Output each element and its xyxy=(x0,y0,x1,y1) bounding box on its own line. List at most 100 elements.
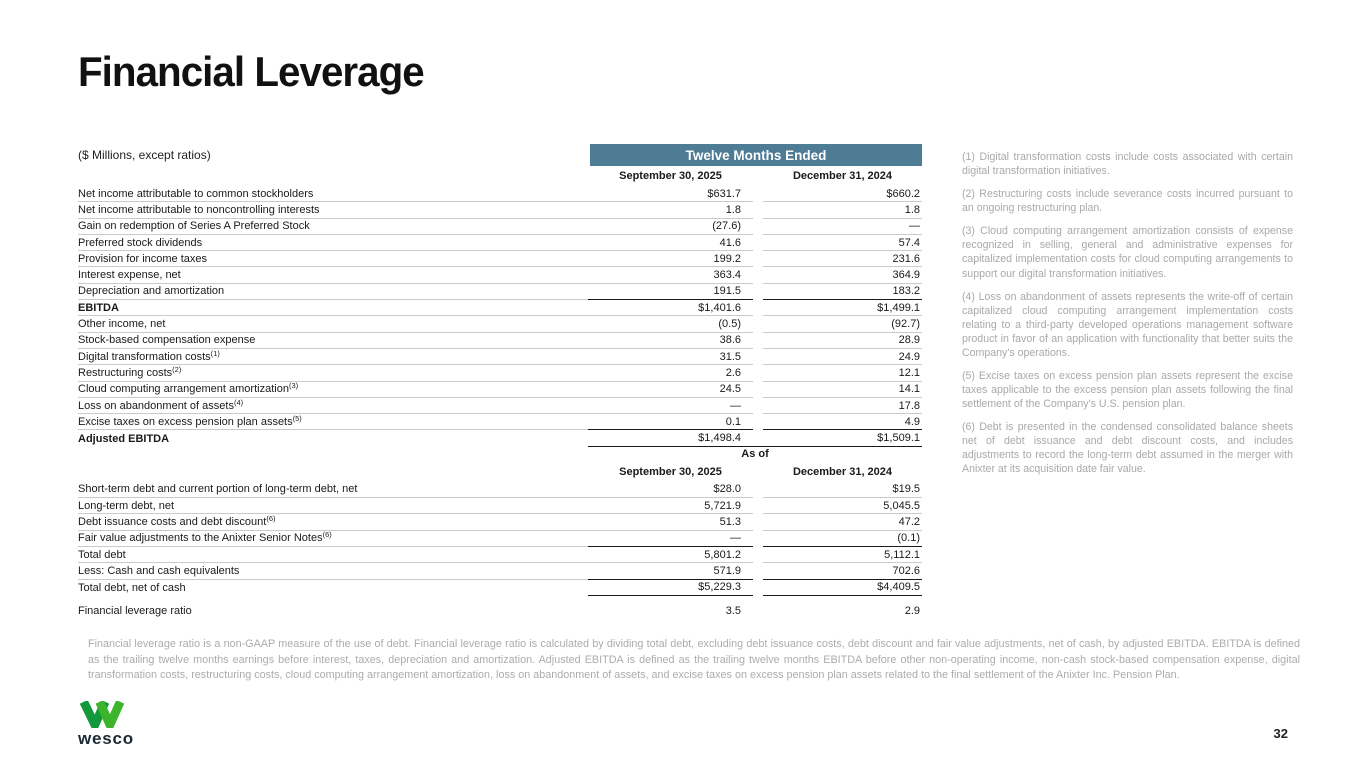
table-row: Fair value adjustments to the Anixter Se… xyxy=(78,531,922,547)
row-value-col1: $28.0 xyxy=(588,482,753,499)
row-value-col2: 702.6 xyxy=(763,563,922,580)
wesco-w-icon xyxy=(79,701,125,728)
row-value-col1: 41.6 xyxy=(588,235,753,252)
ebitda-section: Net income attributable to common stockh… xyxy=(78,186,922,447)
row-value-col1: — xyxy=(588,531,753,547)
row-value-col2: 183.2 xyxy=(763,284,922,301)
table-row: Depreciation and amortization 191.5 183.… xyxy=(78,284,922,301)
row-value-col2: $1,499.1 xyxy=(763,300,922,317)
table-row: Gain on redemption of Series A Preferred… xyxy=(78,219,922,235)
table-row: Preferred stock dividends 41.6 57.4 xyxy=(78,235,922,252)
table-row: Restructuring costs (2) 2.6 12.1 xyxy=(78,365,922,382)
row-value-col2: 5,112.1 xyxy=(763,547,922,564)
row-value-col1: 38.6 xyxy=(588,333,753,349)
table-row: Stock-based compensation expense 38.6 28… xyxy=(78,333,922,349)
twelve-months-ended-banner: Twelve Months Ended xyxy=(590,144,922,166)
table-banner-row: Twelve Months Ended xyxy=(78,144,922,166)
row-value-col2: 17.8 xyxy=(763,398,922,415)
row-value-col2: 1.8 xyxy=(763,202,922,219)
row-value-col2: 231.6 xyxy=(763,251,922,268)
row-value-col2: 364.9 xyxy=(763,267,922,284)
row-value-col1: (27.6) xyxy=(588,219,753,235)
footnote-2: (2) Restructuring costs include severanc… xyxy=(962,188,1293,215)
row-value-col1: 199.2 xyxy=(588,251,753,268)
wesco-wordmark: wesco xyxy=(78,729,134,748)
row-value-col1: $631.7 xyxy=(588,186,753,203)
row-value-col2: (92.7) xyxy=(763,316,922,333)
row-label: Preferred stock dividends xyxy=(78,236,203,249)
row-value-col1: 1.8 xyxy=(588,202,753,219)
row-value-col1: $1,401.6 xyxy=(588,300,753,317)
wesco-logo: wesco xyxy=(78,701,134,749)
footnote-1: (1) Digital transformation costs include… xyxy=(962,151,1293,178)
row-value-col1: 191.5 xyxy=(588,284,753,301)
column-header-row-2: September 30, 2025 December 31, 2024 xyxy=(78,462,922,482)
row-value-col1: 0.1 xyxy=(588,414,753,431)
row-value-col2: 12.1 xyxy=(763,365,922,382)
financial-leverage-table: Twelve Months Ended September 30, 2025 D… xyxy=(78,144,922,619)
financial-leverage-ratio-row: Financial leverage ratio 3.5 2.9 xyxy=(78,603,922,619)
row-value-col2: 24.9 xyxy=(763,349,922,366)
as-of-label: As of xyxy=(741,448,769,461)
row-label: EBITDA xyxy=(78,301,119,314)
row-value-col1: 2.6 xyxy=(588,365,753,382)
non-gaap-disclaimer: Financial leverage ratio is a non-GAAP m… xyxy=(88,638,1300,682)
row-value-col2: $19.5 xyxy=(763,482,922,499)
row-value-col2: $660.2 xyxy=(763,186,922,203)
row-label: Depreciation and amortization xyxy=(78,285,225,298)
table-row: Excise taxes on excess pension plan asse… xyxy=(78,414,922,431)
row-label: Excise taxes on excess pension plan asse… xyxy=(78,415,293,428)
row-label: Total debt xyxy=(78,548,126,561)
table-row: Short-term debt and current portion of l… xyxy=(78,482,922,499)
footnote-5: (5) Excise taxes on excess pension plan … xyxy=(962,370,1293,411)
row-value-col1: 363.4 xyxy=(588,267,753,284)
row-value-col1: — xyxy=(588,398,753,415)
row-label: Financial leverage ratio xyxy=(78,604,192,617)
row-value-col1: $1,498.4 xyxy=(588,430,753,447)
column-header-dec-2024: December 31, 2024 xyxy=(792,465,893,478)
row-value-col2: 4.9 xyxy=(763,414,922,431)
table-row: Interest expense, net 363.4 364.9 xyxy=(78,267,922,284)
row-label: Less: Cash and cash equivalents xyxy=(78,564,240,577)
column-header-sep-2025: September 30, 2025 xyxy=(619,465,722,478)
footnotes-panel: (1) Digital transformation costs include… xyxy=(962,150,1293,486)
table-row: Less: Cash and cash equivalents 571.9 70… xyxy=(78,563,922,580)
row-label: Digital transformation costs xyxy=(78,350,211,363)
table-row: Debt issuance costs and debt discount (6… xyxy=(78,514,922,531)
row-value-col2: (0.1) xyxy=(763,531,922,547)
row-value-col1: $5,229.3 xyxy=(588,580,753,596)
row-value-col2: 28.9 xyxy=(763,333,922,349)
table-row: Cloud computing arrangement amortization… xyxy=(78,382,922,398)
row-value-col1: 5,721.9 xyxy=(588,498,753,515)
table-row: Other income, net (0.5) (92.7) xyxy=(78,316,922,333)
row-value-col1: 24.5 xyxy=(588,382,753,398)
row-value-col2: — xyxy=(763,219,922,235)
row-label: Restructuring costs xyxy=(78,366,173,379)
row-label: Other income, net xyxy=(78,318,166,331)
row-value-col1: 51.3 xyxy=(588,514,753,531)
row-value-col1: 31.5 xyxy=(588,349,753,366)
column-header-row-1: September 30, 2025 December 31, 2024 xyxy=(78,166,922,186)
table-row: EBITDA $1,401.6 $1,499.1 xyxy=(78,300,922,317)
row-label: Fair value adjustments to the Anixter Se… xyxy=(78,532,323,545)
row-value-col1: 3.5 xyxy=(725,604,741,617)
row-label: Gain on redemption of Series A Preferred… xyxy=(78,220,310,233)
row-value-col1: (0.5) xyxy=(588,316,753,333)
row-label: Loss on abandonment of assets xyxy=(78,399,234,412)
row-value-col1: 571.9 xyxy=(588,563,753,580)
row-label: Stock-based compensation expense xyxy=(78,334,256,347)
row-value-col2: 2.9 xyxy=(904,604,920,617)
row-label: Net income attributable to noncontrollin… xyxy=(78,203,320,216)
row-label: Cloud computing arrangement amortization xyxy=(78,383,289,396)
row-label: Adjusted EBITDA xyxy=(78,432,170,445)
footnote-3: (3) Cloud computing arrangement amortiza… xyxy=(962,225,1293,280)
row-label: Provision for income taxes xyxy=(78,252,207,265)
column-header-dec-2024: December 31, 2024 xyxy=(792,170,893,182)
as-of-row: As of xyxy=(78,447,922,462)
debt-section: Short-term debt and current portion of l… xyxy=(78,482,922,596)
row-value-col2: $1,509.1 xyxy=(763,430,922,447)
row-label: Net income attributable to common stockh… xyxy=(78,187,314,200)
row-value-col2: 47.2 xyxy=(763,514,922,531)
row-value-col2: 57.4 xyxy=(763,235,922,252)
table-row: Loss on abandonment of assets (4) — 17.8 xyxy=(78,398,922,415)
